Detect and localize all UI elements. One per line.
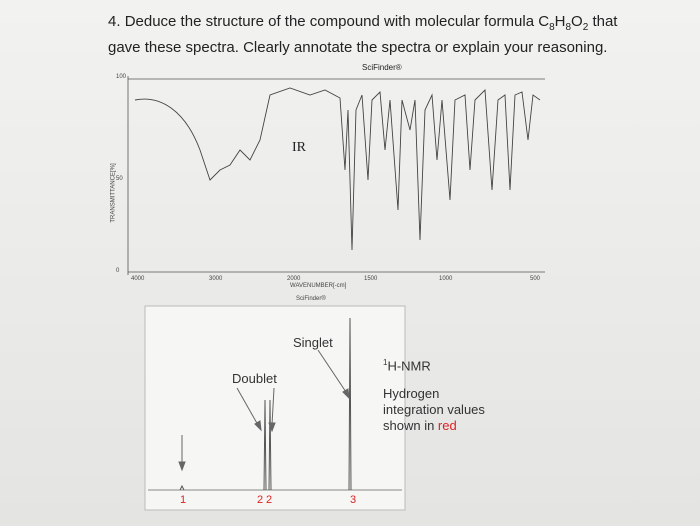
question-text: that gave these spectra. Clearly annotat… xyxy=(108,13,618,56)
nmr-title-sup: 1 xyxy=(383,358,388,367)
formula-count: 8 xyxy=(565,22,572,33)
formula: C8H8O2 xyxy=(538,13,589,33)
nmr-peaks xyxy=(179,317,352,491)
ir-x-tick: 4000 xyxy=(131,276,145,282)
ir-y-tick: 100 xyxy=(116,74,127,80)
ir-source: SciFinder® xyxy=(362,63,402,72)
ir-x-tick: 1500 xyxy=(364,276,378,282)
formula-element: C xyxy=(538,13,550,30)
ir-y-tick: 50 xyxy=(116,176,123,182)
ir-x-tick: 2000 xyxy=(287,276,301,282)
formula-count: 2 xyxy=(582,22,589,33)
peak-label: Doublet xyxy=(232,371,277,386)
peak-label: Singlet xyxy=(293,335,333,350)
ir-label: IR xyxy=(292,140,306,155)
note-text: Hydrogen integration values shown in xyxy=(383,386,485,433)
ir-y-axis-label: TRANSMITTANCE[%] xyxy=(110,163,117,223)
integration-value: 2 xyxy=(257,494,264,506)
formula-element: H xyxy=(554,13,566,30)
ir-x-tick: 3000 xyxy=(209,276,223,282)
nmr-note: Hydrogen integration values shown in red xyxy=(383,386,503,434)
integration-value: 1 xyxy=(180,494,187,506)
ir-x-tick: 1000 xyxy=(439,276,453,282)
ir-x-axis-label: WAVENUMBER[-cm] xyxy=(290,283,347,289)
ir-curve xyxy=(134,87,541,251)
ir-x-tick: 500 xyxy=(530,276,541,282)
question-text: Deduce the structure of the compound wit… xyxy=(124,13,539,30)
integration-value: 3 xyxy=(350,494,357,506)
integration-value: 2 xyxy=(266,494,273,506)
nmr-frame xyxy=(144,305,406,511)
question: 4. Deduce the structure of the compound … xyxy=(108,12,648,58)
ir-y-tick: 0 xyxy=(116,268,120,274)
formula-element: O xyxy=(571,13,583,30)
arrows xyxy=(178,349,350,472)
ir-footer: SciFinder® xyxy=(296,296,326,302)
question-number: 4. xyxy=(108,13,121,30)
note-highlight: red xyxy=(437,418,457,433)
nmr-title: H-NMR xyxy=(387,358,431,374)
formula-count: 8 xyxy=(549,22,555,33)
